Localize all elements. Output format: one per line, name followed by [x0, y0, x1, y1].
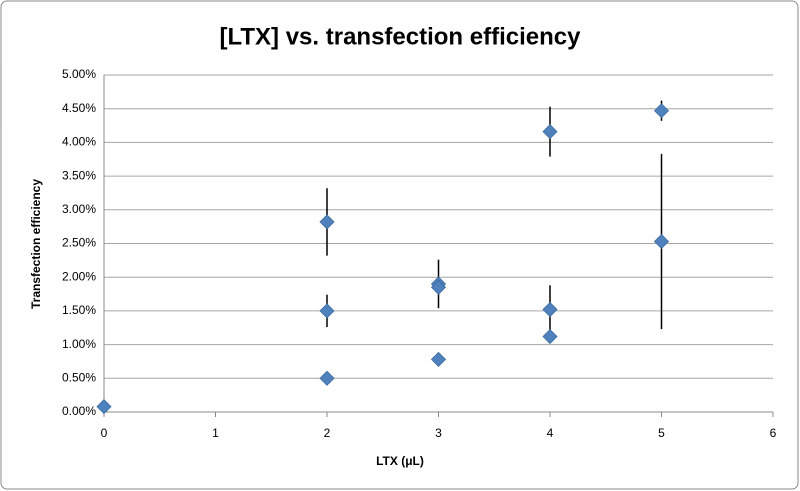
point — [430, 279, 447, 295]
y-tick-label: 2.00% — [62, 269, 96, 283]
point — [319, 370, 335, 386]
point — [542, 328, 558, 345]
chart-title: [LTX] vs. transfection efficiency — [220, 23, 582, 50]
point — [653, 233, 670, 250]
point — [430, 351, 447, 367]
y-tick-label: 1.50% — [62, 303, 96, 317]
x-axis-title: LTX (μL) — [376, 454, 424, 468]
x-tick-label: 1 — [212, 426, 219, 440]
x-tick-label: 5 — [658, 426, 665, 440]
point — [653, 103, 670, 119]
point — [319, 214, 335, 230]
y-tick-label: 0.00% — [62, 404, 96, 418]
point — [542, 301, 558, 318]
point — [542, 124, 558, 140]
x-tick-label: 6 — [770, 426, 777, 440]
x-tick-label: 0 — [101, 426, 108, 440]
x-tick-label: 2 — [324, 426, 331, 440]
y-tick-label: 4.00% — [62, 135, 96, 149]
y-tick-label: 2.50% — [62, 236, 96, 250]
x-tick-label: 4 — [547, 426, 554, 440]
y-tick-label: 3.00% — [62, 202, 96, 216]
y-tick-label: 3.50% — [62, 168, 96, 182]
point — [96, 399, 112, 415]
x-tick-label: 3 — [435, 426, 442, 440]
y-tick-label: 0.50% — [62, 370, 96, 384]
point — [319, 303, 335, 319]
y-tick-label: 4.50% — [62, 101, 96, 115]
y-axis-title: Transfection efficiency — [29, 179, 43, 309]
y-tick-label: 1.00% — [62, 337, 96, 351]
y-tick-label: 5.00% — [62, 67, 96, 81]
